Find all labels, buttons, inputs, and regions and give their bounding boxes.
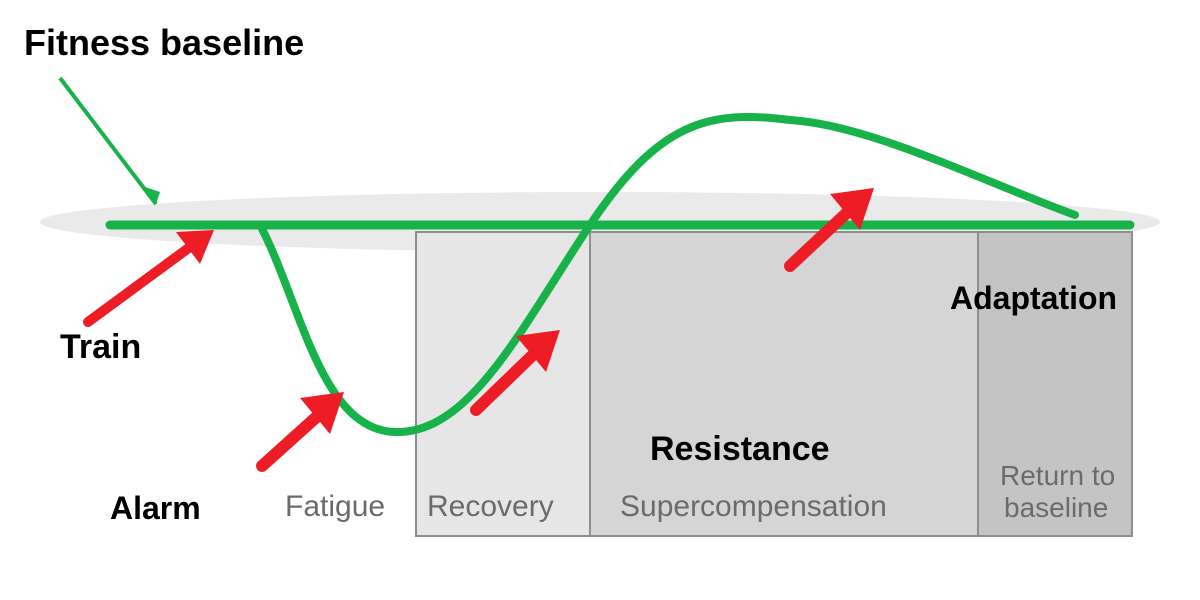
label-return-to-2: baseline <box>1004 492 1108 524</box>
arrow-baseline-pointer <box>60 78 160 204</box>
label-return-to: Return to <box>1000 460 1115 492</box>
arrow-train <box>88 230 214 322</box>
label-fatigue: Fatigue <box>285 490 385 524</box>
label-resistance: Resistance <box>650 430 830 469</box>
label-recovery: Recovery <box>427 490 554 524</box>
label-supercompensation: Supercompensation <box>620 490 887 524</box>
diagram-stage: Fitness baseline Train Alarm Resistance … <box>0 0 1200 600</box>
label-train: Train <box>60 328 141 367</box>
label-fitness-baseline: Fitness baseline <box>24 22 304 64</box>
label-adaptation: Adaptation <box>950 280 1117 317</box>
arrow-alarm <box>262 392 344 466</box>
label-alarm: Alarm <box>110 490 201 527</box>
